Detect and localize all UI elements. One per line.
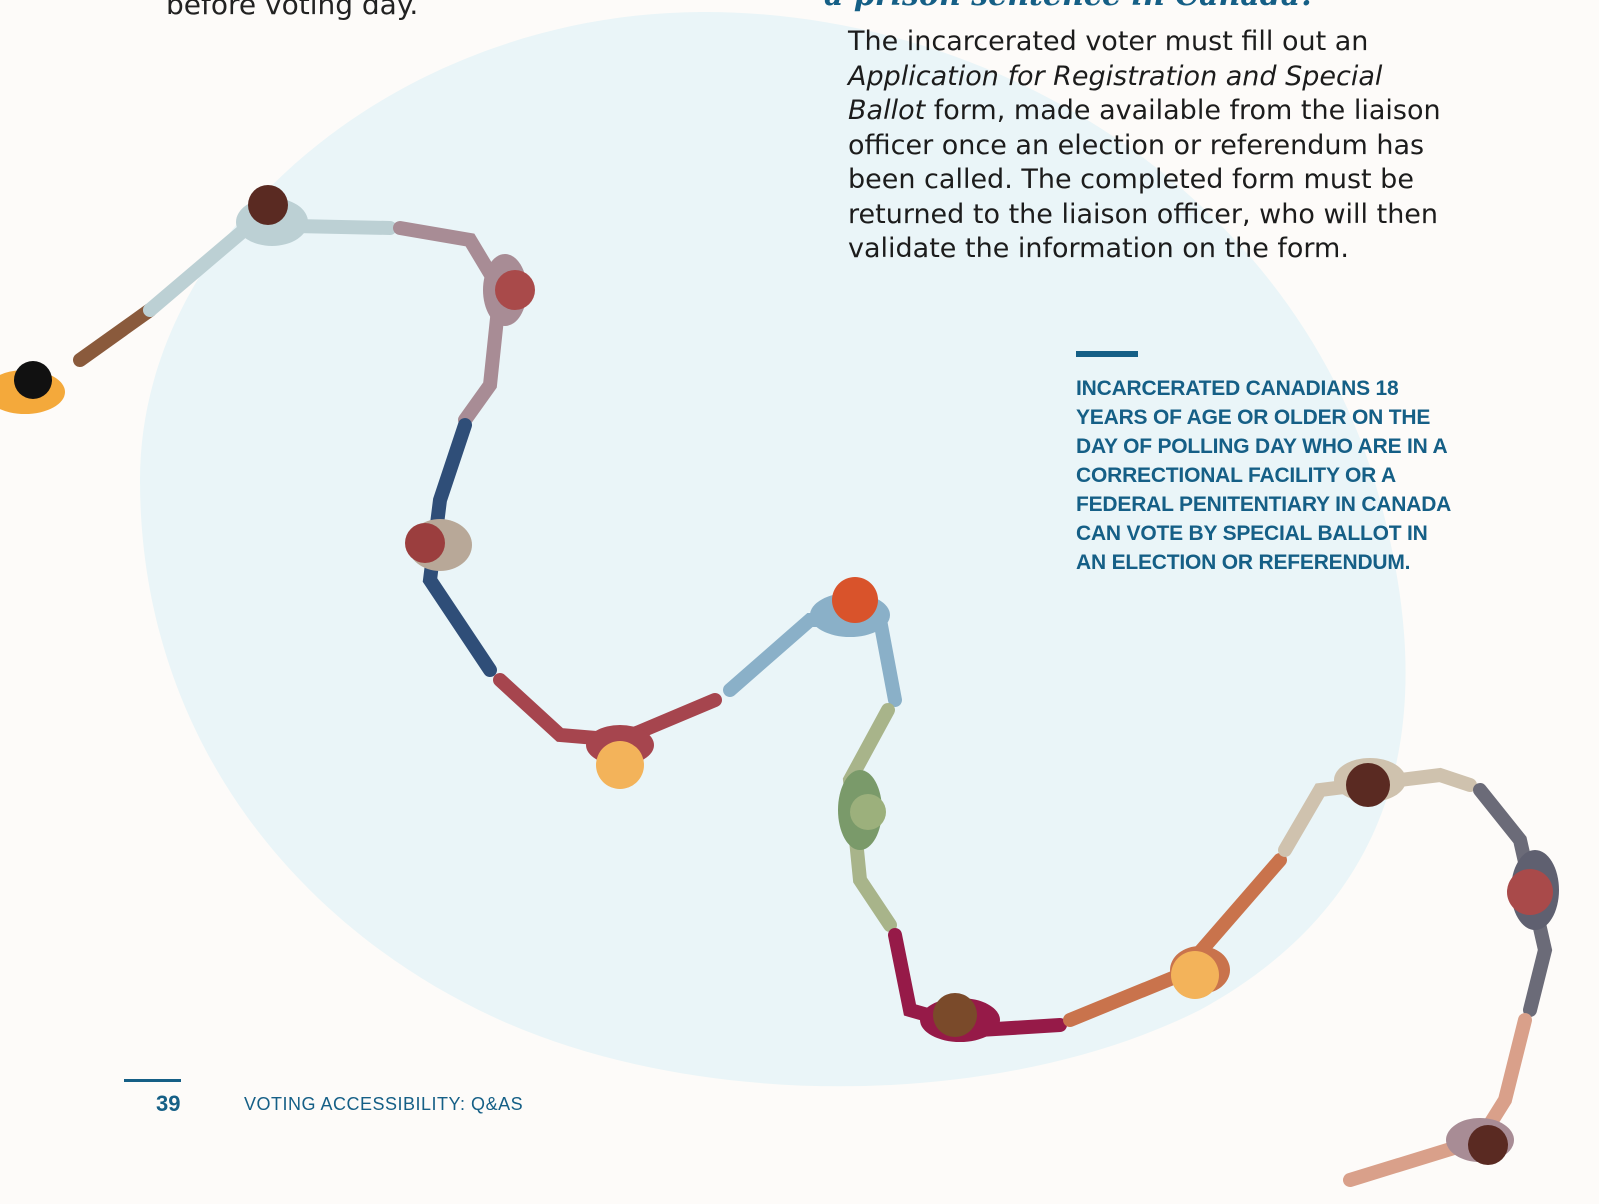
publication-title: VOTING ACCESSIBILITY: Q&AS bbox=[244, 1094, 523, 1115]
footer-rule bbox=[124, 1079, 181, 1082]
callout-rule bbox=[1076, 351, 1138, 357]
question-heading: a prison sentence in Canada? bbox=[824, 0, 1318, 13]
page-number: 39 bbox=[156, 1091, 180, 1117]
page: before voting day. a prison sentence in … bbox=[0, 0, 1599, 1204]
answer-text: form, made available from the liaison of… bbox=[848, 95, 1441, 264]
answer-text: The incarcerated voter must fill out an bbox=[848, 26, 1368, 57]
answer-paragraph: The incarcerated voter must fill out an … bbox=[848, 25, 1458, 267]
previous-column-tail: before voting day. bbox=[166, 0, 418, 21]
callout: INCARCERATED CANADIANS 18 YEARS OF AGE O… bbox=[1076, 374, 1461, 577]
